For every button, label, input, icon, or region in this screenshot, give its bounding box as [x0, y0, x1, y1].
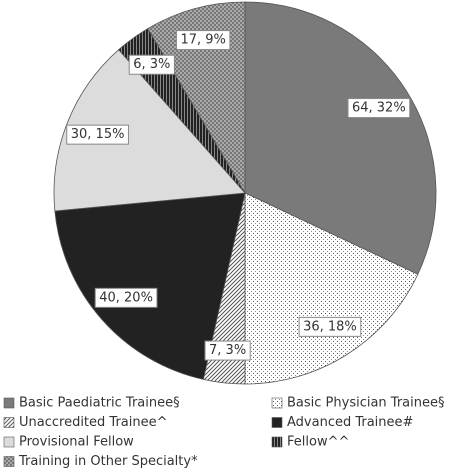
legend-label: Training in Other Specialty*	[18, 454, 198, 469]
legend-swatch	[3, 436, 15, 448]
legend-label: Unaccredited Trainee^	[19, 415, 168, 430]
legend-swatch	[271, 397, 283, 409]
data-label-box	[175, 30, 231, 51]
legend-swatch	[271, 436, 283, 448]
legend-label: Basic Paediatric Trainee§	[19, 396, 180, 411]
pie-slice	[54, 192, 246, 380]
data-label: 30, 15%	[71, 127, 125, 142]
legend-label: Provisional Fellow	[19, 435, 134, 450]
legend-swatch	[3, 456, 15, 467]
data-label-box	[94, 287, 158, 308]
pie-slice	[244, 1, 437, 275]
legend-swatch	[3, 417, 15, 428]
pie-slice	[244, 192, 419, 385]
data-label-box	[204, 340, 251, 361]
legend-label: Fellow^^	[287, 435, 349, 450]
data-label: 17, 9%	[180, 33, 225, 48]
data-label-box	[66, 124, 129, 145]
legend-label: Basic Physician Trainee§	[287, 396, 445, 411]
data-label: 7, 3%	[209, 343, 246, 358]
data-label: 6, 3%	[133, 57, 170, 72]
pie-slice	[53, 49, 246, 212]
data-label-box	[347, 98, 411, 119]
data-label-box	[298, 316, 362, 337]
data-label: 64, 32%	[352, 101, 406, 116]
data-label-box	[128, 54, 175, 75]
data-label: 40, 20%	[99, 290, 153, 305]
legend-swatch	[3, 397, 15, 409]
legend-swatch	[271, 417, 283, 428]
legend-label: Advanced Trainee#	[287, 415, 413, 430]
data-label: 36, 18%	[303, 319, 357, 334]
